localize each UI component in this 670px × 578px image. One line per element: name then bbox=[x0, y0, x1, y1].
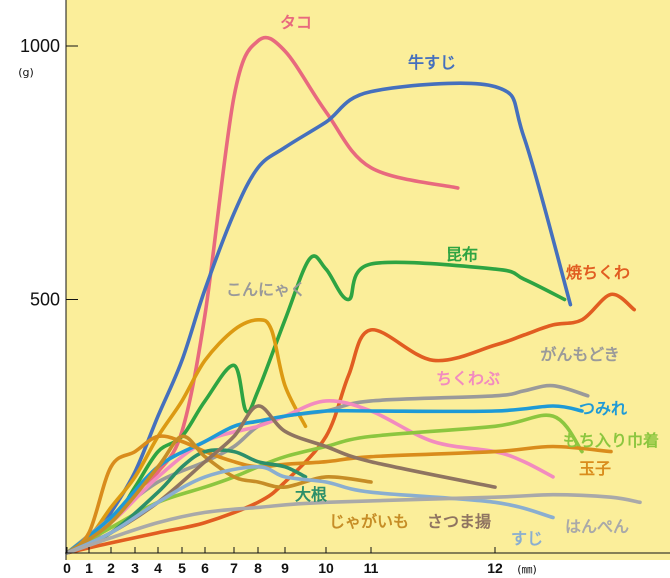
y-tick-label-1000: 1000 bbox=[20, 36, 60, 56]
series-7-label: つみれ bbox=[579, 399, 627, 418]
x-tick-label-11: 11 bbox=[364, 560, 379, 576]
series-2-label: 昆布 bbox=[446, 245, 478, 264]
series-11-label: じゃがいも bbox=[329, 512, 409, 531]
x-tick-label-9: 9 bbox=[281, 560, 289, 576]
series-3-line bbox=[65, 292, 636, 555]
x-tick-label-1: 1 bbox=[85, 560, 93, 576]
y-unit-label: (g) bbox=[18, 66, 34, 79]
y-tick-label-500: 500 bbox=[30, 290, 60, 310]
series-13-label: すじ bbox=[511, 529, 543, 548]
series-9-line bbox=[65, 434, 613, 555]
series-6-label: ちくわぶ bbox=[436, 369, 500, 388]
series-2-line bbox=[65, 254, 567, 555]
series-8-label: もち入り巾着 bbox=[563, 431, 659, 450]
series-9-label: 玉子 bbox=[579, 459, 611, 478]
x-tick-label-0: 0 bbox=[63, 560, 71, 576]
x-tick-label-4: 4 bbox=[154, 560, 162, 576]
labels-layer: タコ牛すじ昆布焼ちくわこんにゃくがんもどきちくわぶつみれもち入り巾着玉子大根じゃ… bbox=[226, 13, 659, 548]
x-tick-label-7: 7 bbox=[230, 560, 238, 576]
series-3-label: 焼ちくわ bbox=[566, 263, 630, 282]
series-4-label: こんにゃく bbox=[226, 280, 306, 299]
series-10-label: 大根 bbox=[295, 485, 327, 504]
series-0-label: タコ bbox=[280, 13, 312, 32]
series-14-label: はんぺん bbox=[565, 517, 629, 536]
series-11-line bbox=[65, 434, 373, 555]
x-tick-label-6: 6 bbox=[201, 560, 209, 576]
x-tick-label-12: 12 bbox=[487, 560, 503, 576]
series-5-label: がんもどき bbox=[540, 345, 619, 364]
x-tick-label-2: 2 bbox=[107, 560, 115, 576]
x-tick-label-3: 3 bbox=[131, 560, 139, 576]
series-4-line bbox=[65, 317, 308, 555]
x-tick-label-8: 8 bbox=[254, 560, 262, 576]
series-12-label: さつま揚 bbox=[427, 512, 491, 531]
series-layer bbox=[65, 35, 642, 555]
x-unit-label: (㎜) bbox=[517, 563, 537, 576]
series-1-label: 牛すじ bbox=[408, 53, 456, 72]
x-tick-label-5: 5 bbox=[178, 560, 186, 576]
x-tick-label-10: 10 bbox=[318, 560, 334, 576]
series-14-line bbox=[65, 492, 642, 555]
